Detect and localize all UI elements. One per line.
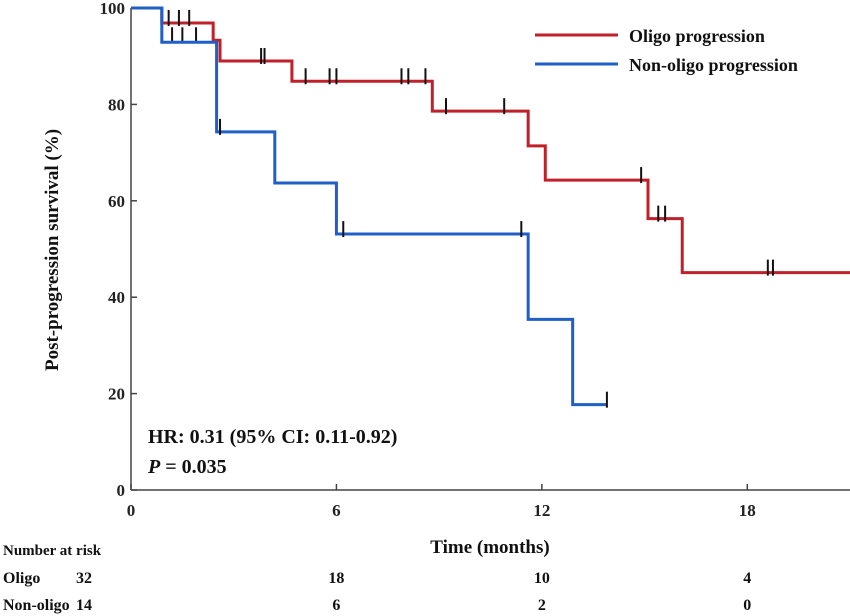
risk-row-label-non-oligo: Non-oligo: [3, 597, 70, 614]
legend-label-oligo: Oligo progression: [629, 26, 765, 46]
legend: Oligo progression Non-oligo progression: [535, 26, 798, 75]
risk-value: 18: [328, 570, 344, 587]
y-axis-title: Post-progression survival (%): [42, 129, 63, 371]
series-line-oligo: [131, 6, 850, 275]
x-tick-label: 0: [127, 501, 136, 520]
risk-table-title: Number at risk: [3, 543, 102, 559]
y-tick-label: 100: [100, 0, 126, 18]
p-value-number: = 0.035: [160, 456, 226, 478]
risk-value: 10: [534, 570, 550, 587]
risk-first-non-oligo: 14: [76, 597, 92, 614]
legend-label-non-oligo: Non-oligo progression: [629, 55, 798, 75]
risk-value: 6: [332, 597, 340, 614]
y-tick-label: 80: [108, 95, 125, 114]
x-tick-label: 12: [533, 501, 550, 520]
risk-table: Number at risk Oligo 32 Non-oligo 14 18 1…: [3, 543, 751, 614]
risk-row-label-oligo: Oligo: [3, 570, 40, 587]
series-line-non-oligo: [131, 6, 607, 407]
hazard-ratio-annotation: HR: 0.31 (95% CI: 0.11-0.92): [148, 426, 397, 448]
x-axis-title: Time (months): [430, 537, 549, 558]
y-tick-label: 60: [108, 192, 125, 211]
x-tick-label: 18: [739, 501, 756, 520]
x-tick-label: 6: [332, 501, 341, 520]
survival-curves: [131, 6, 850, 408]
risk-values: 18 10 4 6 2 0: [328, 570, 751, 614]
y-tick-label: 40: [108, 288, 125, 307]
y-tick-label: 0: [117, 481, 126, 500]
x-ticks: 0 6 12 18: [127, 484, 756, 520]
p-value-symbol: P: [147, 456, 161, 478]
p-value-annotation: P = 0.035: [147, 456, 227, 478]
risk-value: 4: [743, 570, 751, 587]
risk-value: 0: [743, 597, 751, 614]
y-tick-label: 20: [108, 385, 125, 404]
risk-value: 2: [538, 597, 546, 614]
risk-first-oligo: 32: [76, 570, 92, 587]
y-ticks: 0 20 40 60 80 100: [100, 0, 137, 500]
